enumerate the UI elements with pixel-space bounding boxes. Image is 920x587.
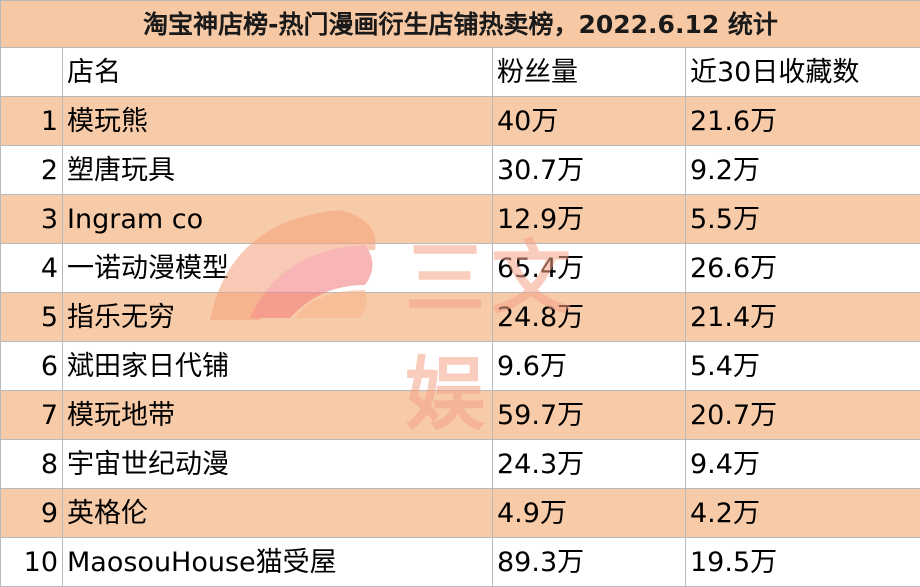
shop-name-cell: 模玩地带 [63, 391, 493, 440]
favorites-cell: 4.2万 [686, 489, 920, 538]
fans-cell: 30.7万 [493, 146, 686, 195]
table-title: 淘宝神店榜-热门漫画衍生店铺热卖榜，2022.6.12 统计 [1, 1, 920, 48]
title-row: 淘宝神店榜-热门漫画衍生店铺热卖榜，2022.6.12 统计 [1, 1, 920, 48]
favorites-cell: 20.7万 [686, 391, 920, 440]
rank-cell: 5 [1, 293, 63, 342]
rank-cell: 7 [1, 391, 63, 440]
rank-cell: 2 [1, 146, 63, 195]
shop-name-cell: MaosouHouse猫受屋 [63, 538, 493, 587]
rank-cell: 6 [1, 342, 63, 391]
favorites-cell: 5.5万 [686, 195, 920, 244]
favorites-cell: 21.4万 [686, 293, 920, 342]
rank-cell: 9 [1, 489, 63, 538]
fans-cell: 12.9万 [493, 195, 686, 244]
fans-cell: 65.4万 [493, 244, 686, 293]
shop-name-cell: 宇宙世纪动漫 [63, 440, 493, 489]
favorites-cell: 5.4万 [686, 342, 920, 391]
shop-name-cell: 指乐无穷 [63, 293, 493, 342]
fans-cell: 40万 [493, 97, 686, 146]
header-rank [1, 48, 63, 97]
shop-name-cell: 斌田家日代铺 [63, 342, 493, 391]
rank-cell: 1 [1, 97, 63, 146]
favorites-cell: 9.2万 [686, 146, 920, 195]
shop-name-cell: 模玩熊 [63, 97, 493, 146]
header-shop-name: 店名 [63, 48, 493, 97]
favorites-cell: 26.6万 [686, 244, 920, 293]
shop-name-cell: Ingram co [63, 195, 493, 244]
header-row: 店名 粉丝量 近30日收藏数 [1, 48, 920, 97]
fans-cell: 9.6万 [493, 342, 686, 391]
shop-name-cell: 塑唐玩具 [63, 146, 493, 195]
fans-cell: 24.3万 [493, 440, 686, 489]
rank-cell: 10 [1, 538, 63, 587]
header-fans: 粉丝量 [493, 48, 686, 97]
rank-cell: 3 [1, 195, 63, 244]
fans-cell: 4.9万 [493, 489, 686, 538]
shop-name-cell: 英格伦 [63, 489, 493, 538]
rank-cell: 8 [1, 440, 63, 489]
header-favorites: 近30日收藏数 [686, 48, 920, 97]
favorites-cell: 19.5万 [686, 538, 920, 587]
fans-cell: 89.3万 [493, 538, 686, 587]
favorites-cell: 21.6万 [686, 97, 920, 146]
favorites-cell: 9.4万 [686, 440, 920, 489]
rank-cell: 4 [1, 244, 63, 293]
fans-cell: 24.8万 [493, 293, 686, 342]
fans-cell: 59.7万 [493, 391, 686, 440]
shop-name-cell: 一诺动漫模型 [63, 244, 493, 293]
